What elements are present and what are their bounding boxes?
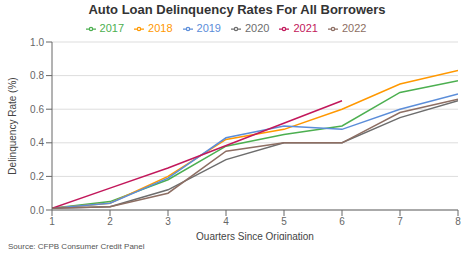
svg-text:7: 7 [397,216,403,227]
svg-text:Delinquency Rate (%): Delinquency Rate (%) [8,77,18,174]
svg-text:5: 5 [281,216,287,227]
svg-text:0.0: 0.0 [30,205,44,216]
html-text:2019: 2019 [196,22,221,34]
svg-text:2: 2 [107,216,113,227]
svg-text:0.8: 0.8 [30,70,44,81]
html-text:Source: CFPB Consumer Credit P: Source: CFPB Consumer Credit Panel [8,242,145,251]
svg-text:0.4: 0.4 [30,137,44,148]
svg-text:1: 1 [49,216,55,227]
html-text:Auto Loan Delinquency Rates Fo: Auto Loan Delinquency Rates For All Borr… [88,2,386,17]
svg-text:1.0: 1.0 [30,37,44,48]
svg-text:4: 4 [223,216,229,227]
svg-text:6: 6 [339,216,345,227]
html-text:2021: 2021 [293,22,318,34]
svg-text:0.6: 0.6 [30,104,44,115]
svg-text:3: 3 [165,216,171,227]
html-text:2020: 2020 [245,22,270,34]
svg-text:Quarters Since Origination: Quarters Since Origination [196,231,314,240]
html-text:2017: 2017 [99,22,124,34]
html-text:2022: 2022 [342,22,367,34]
html-text:2018: 2018 [148,22,173,34]
svg-text:0.2: 0.2 [30,171,44,182]
svg-text:8: 8 [455,216,461,227]
